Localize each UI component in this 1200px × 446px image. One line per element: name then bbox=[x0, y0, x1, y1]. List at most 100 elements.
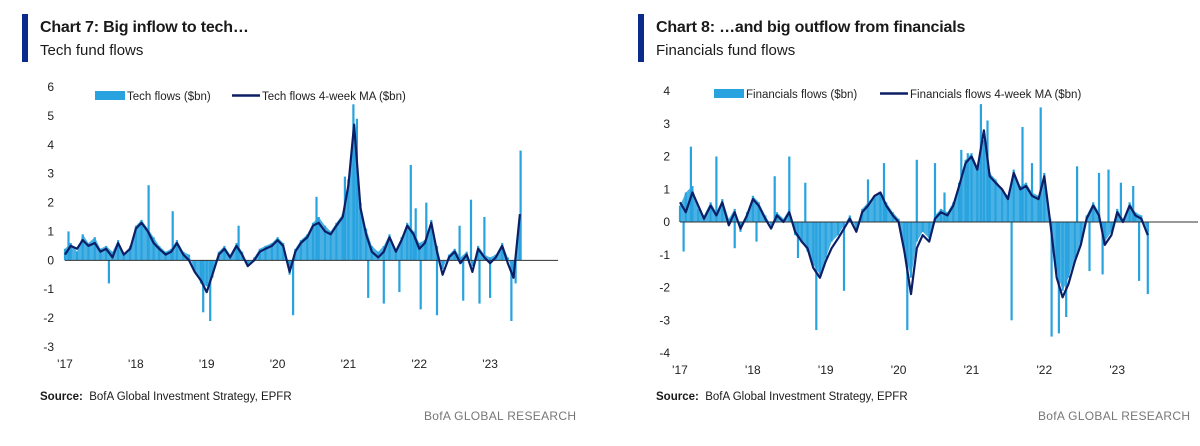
weekly-flow-spike bbox=[315, 196, 318, 261]
weekly-flow-bar bbox=[1103, 222, 1106, 242]
weekly-flow-spike bbox=[352, 104, 355, 261]
weekly-flow-bar bbox=[299, 240, 302, 261]
weekly-flow-bar bbox=[1110, 222, 1113, 232]
weekly-flow-bar bbox=[335, 222, 338, 261]
weekly-flow-spike bbox=[1101, 222, 1104, 275]
weekly-flow-bar bbox=[69, 243, 72, 261]
weekly-flow-bar bbox=[134, 225, 137, 261]
weekly-flow-bar bbox=[757, 202, 760, 222]
y-tick-label: 4 bbox=[663, 84, 670, 98]
y-tick-label: -2 bbox=[659, 281, 670, 295]
weekly-flow-bar bbox=[117, 240, 120, 261]
y-tick-label: 3 bbox=[663, 117, 670, 131]
weekly-flow-spike bbox=[882, 163, 886, 222]
weekly-flow-bar bbox=[921, 222, 924, 232]
weekly-flow-spike bbox=[435, 260, 439, 316]
weekly-flow-bar bbox=[412, 231, 415, 261]
weekly-flow-bar bbox=[1134, 212, 1137, 222]
weekly-flow-bar bbox=[453, 248, 456, 261]
weekly-flow-spike bbox=[510, 260, 513, 321]
weekly-flow-bar bbox=[489, 257, 492, 261]
weekly-flow-bar bbox=[1061, 222, 1064, 291]
weekly-flow-bar bbox=[879, 192, 882, 222]
weekly-flow-bar bbox=[958, 182, 961, 222]
weekly-flow-bar bbox=[329, 231, 332, 261]
weekly-flow-bar bbox=[93, 237, 96, 261]
weekly-flow-bar bbox=[1073, 222, 1076, 258]
weekly-flow-spike bbox=[788, 156, 791, 222]
weekly-flow-bar bbox=[1079, 222, 1082, 242]
x-tick-label: '23 bbox=[1109, 363, 1125, 377]
weekly-flow-bar bbox=[175, 240, 178, 261]
y-tick-label: 2 bbox=[47, 196, 54, 210]
weekly-flow-spike bbox=[483, 217, 486, 261]
financials-flows-chart: 4 3 2 1 0 -1 -2 -3 -4'17 '18 '19 '20 '21 '22 '23 Financ… bbox=[659, 84, 1198, 377]
weekly-flow-bar bbox=[441, 260, 444, 269]
weekly-flow-spike bbox=[1021, 127, 1024, 222]
legend-label: Financials flows ($bn) bbox=[746, 89, 857, 101]
weekly-flow-spike bbox=[458, 225, 461, 261]
weekly-flow-bar bbox=[885, 202, 888, 222]
weekly-flow-bar bbox=[400, 237, 403, 261]
weekly-flow-bar bbox=[909, 222, 913, 278]
brand-footer: BofA GLOBAL RESEARCH bbox=[424, 409, 577, 423]
weekly-flow-bar bbox=[99, 248, 102, 261]
weekly-flow-spike bbox=[682, 222, 685, 252]
x-tick-label: '19 bbox=[818, 363, 834, 377]
weekly-flow-spike bbox=[1146, 222, 1149, 295]
weekly-flow-spike bbox=[979, 104, 982, 222]
weekly-flow-bar bbox=[359, 202, 362, 261]
weekly-flow-bar bbox=[122, 254, 125, 261]
weekly-flow-spike bbox=[462, 260, 465, 301]
brand-footer: BofA GLOBAL RESEARCH bbox=[1038, 409, 1191, 423]
weekly-flow-bar bbox=[388, 234, 391, 261]
weekly-flow-spike bbox=[796, 222, 800, 258]
x-tick-label: '22 bbox=[411, 357, 427, 371]
weekly-flow-spike bbox=[382, 260, 385, 304]
weekly-flow-bar bbox=[81, 234, 84, 261]
weekly-flow-spike bbox=[409, 165, 412, 261]
weekly-flow-spike bbox=[715, 156, 718, 222]
source-text: BofA Global Investment Strategy, EPFR bbox=[705, 391, 908, 403]
x-tick-label: '21 bbox=[341, 357, 357, 371]
weekly-flow-spike bbox=[866, 179, 870, 222]
weekly-flow-bar bbox=[199, 260, 203, 284]
weekly-flow-spike bbox=[171, 211, 174, 261]
weekly-flow-bar bbox=[727, 218, 730, 222]
weekly-flow-spike bbox=[1010, 222, 1013, 321]
weekly-flow-spike bbox=[773, 176, 776, 222]
weekly-flow-bar bbox=[164, 251, 167, 261]
x-tick-label: '23 bbox=[482, 357, 498, 371]
weekly-flow-bar bbox=[87, 243, 90, 261]
weekly-flow-spike bbox=[1107, 169, 1110, 222]
weekly-flow-bar bbox=[928, 222, 931, 239]
x-tick-label: '20 bbox=[891, 363, 907, 377]
weekly-flow-bar bbox=[751, 195, 754, 222]
weekly-flow-spike bbox=[815, 222, 818, 331]
x-tick-label: '17 bbox=[672, 363, 688, 377]
weekly-flow-bar bbox=[824, 222, 827, 258]
weekly-flow-spike bbox=[1065, 222, 1068, 317]
weekly-flow-spike bbox=[733, 222, 736, 249]
weekly-flow-spike bbox=[107, 260, 110, 284]
weekly-flow-bar bbox=[855, 222, 858, 229]
weekly-flow-bar bbox=[170, 248, 173, 261]
chart-subtitle: Financials fund flows bbox=[656, 42, 796, 59]
accent-bar bbox=[638, 14, 644, 62]
weekly-flow-spike bbox=[414, 208, 417, 261]
source-note: Source: BofA Global Investment Strategy,… bbox=[40, 391, 292, 403]
weekly-flow-bar bbox=[837, 222, 840, 236]
weekly-flow-bar bbox=[140, 219, 143, 261]
weekly-flow-bar bbox=[830, 222, 833, 242]
x-tick-label: '21 bbox=[964, 363, 980, 377]
weekly-flow-spike bbox=[489, 260, 492, 298]
legend-swatch-bars bbox=[714, 89, 744, 98]
weekly-flow-spike bbox=[355, 118, 358, 261]
y-tick-label: -1 bbox=[43, 282, 54, 296]
weekly-flow-spike bbox=[147, 185, 150, 261]
y-tick-label: 2 bbox=[663, 150, 670, 164]
weekly-flow-spike bbox=[292, 260, 295, 316]
source-label: Source: bbox=[656, 391, 699, 403]
y-tick-label: 0 bbox=[663, 215, 670, 229]
weekly-flow-bar bbox=[994, 179, 997, 222]
